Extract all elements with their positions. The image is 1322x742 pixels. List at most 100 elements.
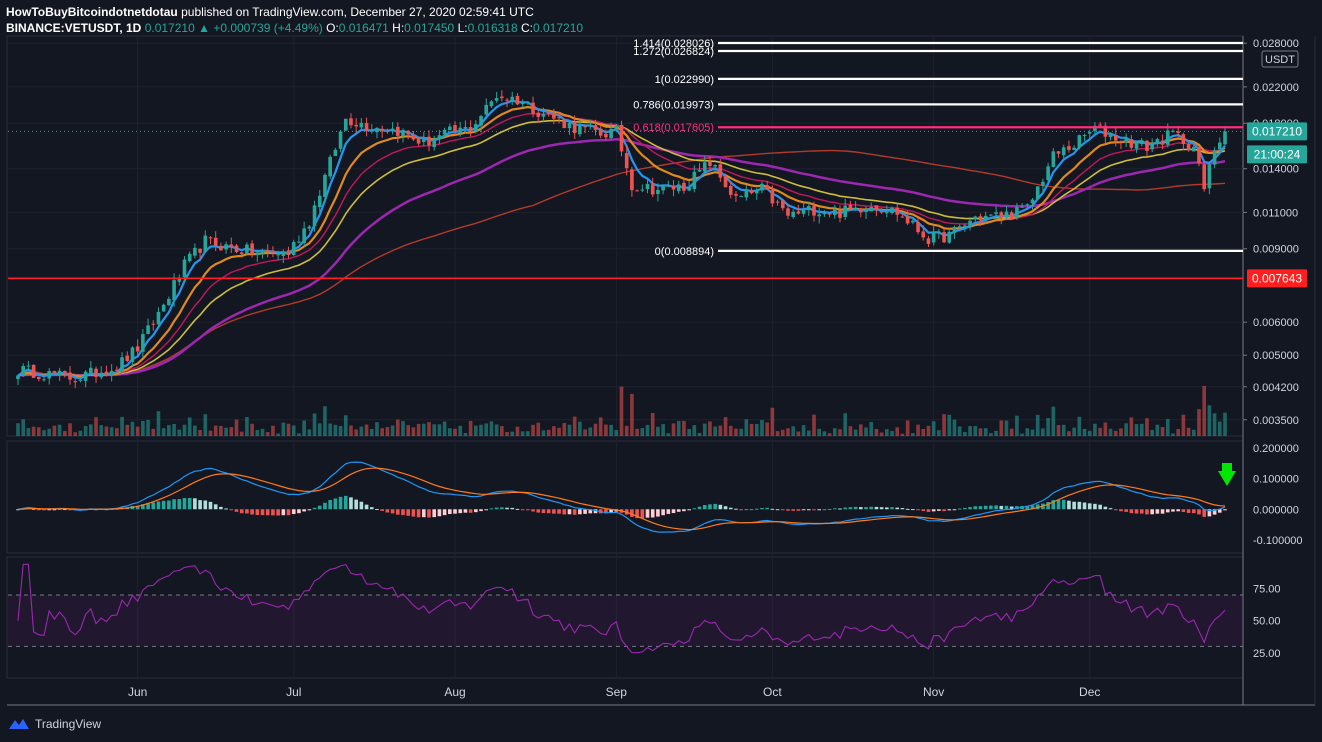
candle-body <box>702 162 707 172</box>
volume-bar <box>1160 426 1165 436</box>
volume-bar <box>109 427 114 436</box>
macd-histogram-bar <box>317 505 322 510</box>
macd-histogram-bar <box>770 508 775 510</box>
macd-histogram-bar <box>1004 505 1009 510</box>
volume-bar <box>1082 428 1087 436</box>
volume-bar <box>369 428 374 436</box>
candle-body <box>656 189 660 195</box>
volume-bar <box>333 424 338 436</box>
volume-bar <box>271 425 275 436</box>
candle-body <box>879 211 884 213</box>
candle-body <box>406 130 411 135</box>
volume-bar <box>630 393 634 436</box>
macd-histogram-bar <box>978 506 983 510</box>
volume-bar <box>146 419 150 436</box>
macd-histogram-bar <box>276 509 280 516</box>
volume-bar <box>791 426 795 436</box>
candle-body <box>640 189 645 191</box>
candle-body <box>572 121 577 134</box>
macd-histogram-bar <box>1025 505 1030 510</box>
candle-body <box>999 212 1004 219</box>
unit-label: USDT <box>1265 54 1295 66</box>
candle-body <box>203 235 208 253</box>
candle-body <box>588 125 593 127</box>
volume-bar <box>687 429 691 436</box>
macd-histogram-bar <box>343 495 348 510</box>
candle-body <box>1108 133 1113 138</box>
macd-histogram-bar <box>520 509 525 511</box>
candle-body <box>744 190 749 198</box>
macd-histogram-bar <box>973 506 978 510</box>
volume-bar <box>395 419 400 436</box>
candle-body <box>453 125 457 132</box>
macd-histogram-bar <box>203 500 208 510</box>
macd-histogram-bar <box>198 500 202 510</box>
tradingview-footer[interactable]: TradingView <box>8 714 101 734</box>
macd-histogram-bar <box>437 509 442 517</box>
volume-bar <box>713 426 717 436</box>
volume-bar <box>375 422 379 436</box>
candle-body <box>448 126 452 131</box>
volume-bar <box>1129 417 1134 436</box>
macd-line <box>17 461 1226 533</box>
price-tag-bg <box>1247 122 1307 141</box>
macd-histogram-bar <box>161 500 166 510</box>
candle-body <box>1020 206 1024 208</box>
volume-bar <box>172 423 176 436</box>
candle-body <box>1056 151 1061 154</box>
macd-histogram-bar <box>239 509 244 514</box>
fib-level-label: 0(0.008894) <box>655 246 714 258</box>
volume-bar <box>989 433 993 436</box>
candle-body <box>1181 134 1186 145</box>
candle-body <box>822 212 827 215</box>
volume-bar <box>1134 424 1139 436</box>
candle-body <box>1072 147 1076 151</box>
candle-body <box>1051 151 1056 167</box>
volume-bar <box>848 426 853 436</box>
volume-bar <box>349 425 353 436</box>
volume-bar <box>89 424 93 436</box>
candle-body <box>31 364 36 378</box>
macd-histogram-bar <box>869 506 874 510</box>
volume-bar <box>744 419 749 436</box>
volume-bar <box>219 426 223 436</box>
volume-bar <box>380 428 384 436</box>
macd-histogram-bar <box>916 509 920 511</box>
macd-histogram-bar <box>552 509 556 514</box>
candle-body <box>187 253 192 262</box>
volume-bar <box>1207 405 1212 436</box>
symbol-name[interactable]: BINANCE:VETUSDT, 1D <box>6 21 142 35</box>
macd-histogram-bar <box>250 509 254 515</box>
publisher-name[interactable]: HowToBuyBitcoindotnetdotau <box>6 5 178 19</box>
publish-line: HowToBuyBitcoindotnetdotau published on … <box>6 4 583 20</box>
volume-bar <box>838 429 842 436</box>
candle-body <box>520 103 525 105</box>
candle-body <box>983 215 988 220</box>
volume-bar <box>812 414 816 436</box>
candle-body <box>687 187 691 191</box>
volume-bar <box>1009 428 1014 436</box>
volume-bar <box>359 426 364 436</box>
macd-histogram-bar <box>801 509 806 511</box>
macd-histogram-bar <box>16 509 20 511</box>
candle-body <box>323 174 327 197</box>
candle-body <box>343 118 348 131</box>
volume-bar <box>775 431 780 436</box>
macd-histogram-bar <box>312 507 317 510</box>
candle-body <box>94 368 98 377</box>
volume-bar <box>234 419 239 436</box>
candle-body <box>1030 199 1035 204</box>
price-tag-label: 0.007643 <box>1252 271 1302 285</box>
volume-bar <box>338 425 343 436</box>
candle-body <box>931 231 936 243</box>
candle-body <box>89 367 93 374</box>
candle-body <box>255 252 260 256</box>
volume-bar <box>364 424 369 436</box>
volume-bar <box>552 426 556 436</box>
candle-body <box>1186 143 1191 150</box>
candle-body <box>291 241 296 255</box>
x-tick-label: Oct <box>763 685 782 699</box>
candle-body <box>1217 142 1222 150</box>
volume-bar <box>323 406 327 436</box>
